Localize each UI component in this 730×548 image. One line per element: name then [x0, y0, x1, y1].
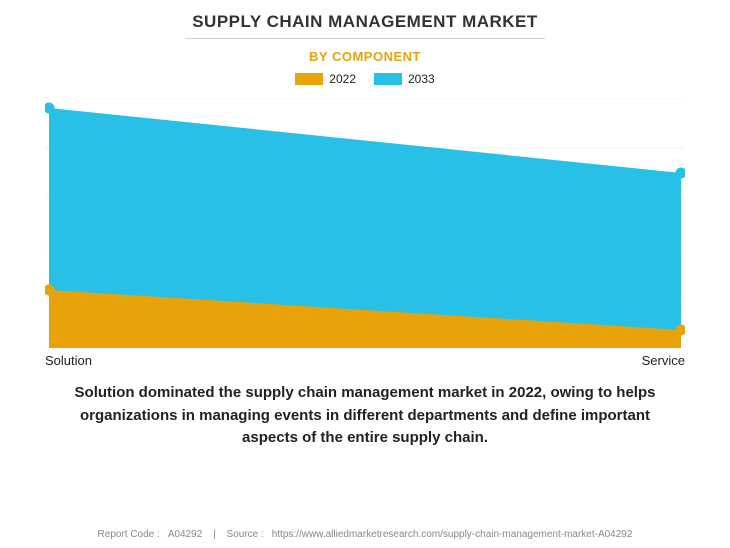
- source-label: Source :: [226, 529, 263, 540]
- caption-text: Solution dominated the supply chain mana…: [50, 382, 680, 450]
- area-chart: Solution Service: [45, 98, 685, 348]
- legend-item-2022: 2022: [295, 72, 356, 86]
- legend-swatch-2022: [295, 73, 323, 85]
- x-label-service: Service: [642, 353, 685, 368]
- chart-subtitle: BY COMPONENT: [20, 49, 710, 64]
- x-axis-labels: Solution Service: [45, 353, 685, 368]
- title-underline: [185, 38, 545, 39]
- legend-item-2033: 2033: [374, 72, 435, 86]
- legend: 2022 2033: [20, 72, 710, 86]
- report-code-label: Report Code :: [98, 529, 160, 540]
- legend-label-2022: 2022: [329, 72, 356, 86]
- chart-title: SUPPLY CHAIN MANAGEMENT MARKET: [20, 12, 710, 32]
- legend-label-2033: 2033: [408, 72, 435, 86]
- legend-swatch-2033: [374, 73, 402, 85]
- footer-sep: |: [213, 529, 216, 540]
- x-label-solution: Solution: [45, 353, 92, 368]
- footer: Report Code : A04292 | Source : https://ww…: [0, 529, 730, 540]
- report-code: A04292: [168, 529, 202, 540]
- source-url: https://www.alliedmarketresearch.com/sup…: [272, 529, 633, 540]
- chart-svg: [45, 98, 685, 348]
